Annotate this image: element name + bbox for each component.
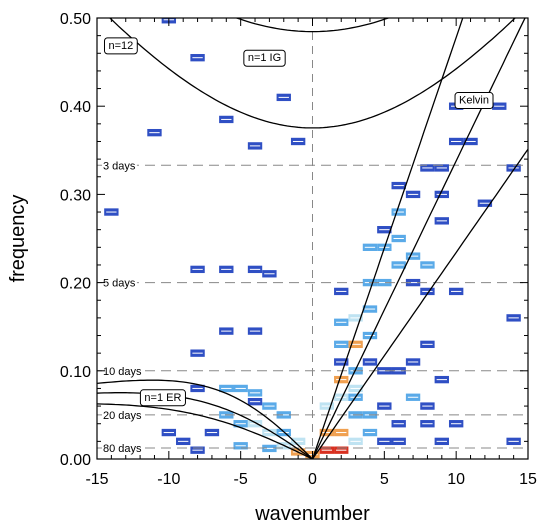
ig2-curve — [234, 18, 391, 33]
curve-label: Kelvin — [459, 95, 489, 107]
x-tick-label: 0 — [308, 471, 317, 488]
period-lines — [97, 18, 528, 459]
period-label-bg — [102, 160, 137, 173]
curve-label-box — [139, 389, 186, 407]
period-label: 5 days — [103, 278, 136, 290]
curve-label-box — [454, 92, 494, 110]
period-label-bg — [102, 409, 144, 422]
period-label-bg — [102, 277, 137, 290]
kelvin-curve — [311, 18, 464, 459]
period-label: 20 days — [103, 410, 142, 422]
dispersion-curves — [97, 18, 528, 459]
kelvin-curve — [311, 148, 528, 459]
curve-label: n=1 ER — [144, 392, 181, 404]
y-tick-label: 0.40 — [60, 99, 91, 116]
y-axis-label: frequency — [7, 195, 29, 283]
er-curve — [97, 379, 313, 459]
x-tick-label: 10 — [447, 471, 465, 488]
period-label: 80 days — [103, 443, 142, 455]
y-tick-label: 0.50 — [60, 11, 91, 28]
er-curve — [97, 392, 313, 459]
period-label: 10 days — [103, 366, 142, 378]
x-tick-label: -15 — [85, 471, 108, 488]
period-label: 3 days — [103, 160, 136, 172]
x-axis-label: wavenumber — [254, 503, 370, 525]
ig-curve — [108, 18, 517, 129]
y-tick-label: 0.10 — [60, 364, 91, 381]
period-label-bg — [102, 442, 144, 455]
y-tick-label: 0.30 — [60, 187, 91, 204]
x-tick-label: -5 — [234, 471, 248, 488]
curve-labels: 3 days 5 days 10 days 20 days 80 days n=12 n=1… — [102, 37, 494, 455]
curve-label-box — [243, 49, 286, 67]
x-tick-label: 15 — [519, 471, 537, 488]
x-tick-label: 5 — [380, 471, 389, 488]
period-label-bg — [102, 365, 144, 378]
curve-label: n=12 — [108, 40, 133, 52]
x-tick-label: -10 — [157, 471, 180, 488]
y-tick-label: 0.20 — [60, 276, 91, 293]
y-tick-label: 0.00 — [60, 452, 91, 469]
axes: -15 -10 -5 0 5 10 15 0.00 0.10 0.20 0.30 0.40 0.50 wa… — [7, 11, 537, 525]
curve-label-box — [103, 37, 138, 55]
curve-label: n=1 IG — [248, 52, 281, 64]
kelvin-curve — [311, 18, 526, 459]
er-curve — [97, 403, 313, 459]
